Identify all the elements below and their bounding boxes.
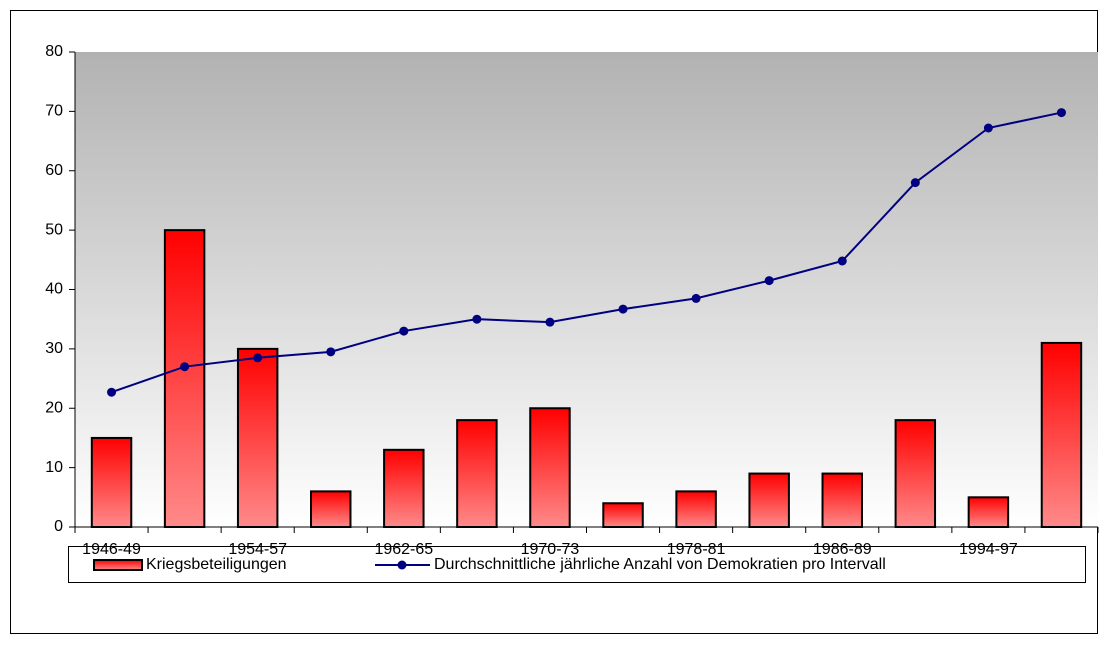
bar [967, 496, 1010, 528]
line-marker [983, 123, 993, 133]
y-tick-label: 60 [45, 162, 63, 179]
bar [383, 448, 425, 528]
line-marker [326, 347, 336, 357]
line-marker [764, 276, 774, 286]
bar [456, 419, 498, 528]
bar [90, 436, 133, 528]
bar [1040, 341, 1083, 528]
bar [236, 347, 279, 528]
x-tick-label: 1954-57 [228, 541, 287, 558]
x-tick-label: 1970-73 [521, 541, 580, 558]
bar [529, 407, 571, 528]
y-tick-label: 80 [45, 43, 63, 60]
bar [602, 502, 644, 528]
line-marker [472, 314, 482, 324]
x-tick-label: 1946-49 [82, 541, 141, 558]
line-marker [837, 256, 847, 266]
y-tick-label: 40 [45, 281, 63, 298]
legend-marker [397, 560, 407, 570]
line-marker [253, 353, 263, 363]
line [111, 111, 1062, 394]
legend-label: Kriegsbeteiligungen [146, 556, 287, 573]
line-marker [618, 304, 628, 314]
line-marker [107, 387, 117, 397]
y-tick-label: 30 [45, 340, 63, 357]
x-tick-label: 1994-97 [959, 541, 1018, 558]
line-marker [545, 317, 555, 327]
x-tick-label: 1986-89 [813, 541, 872, 558]
y-tick-label: 10 [45, 459, 63, 476]
line-marker [1056, 108, 1066, 118]
bar [163, 229, 206, 528]
legend-swatch [93, 559, 143, 571]
y-tick-label: 50 [45, 221, 63, 238]
line-marker [180, 362, 190, 372]
line-marker [399, 326, 409, 336]
x-tick-label: 1978-81 [667, 541, 726, 558]
legend [68, 546, 1086, 583]
plot-area [75, 52, 1098, 527]
bar [894, 419, 937, 528]
y-tick-label: 20 [45, 399, 63, 416]
x-tick-label: 1962-65 [374, 541, 433, 558]
line-marker [910, 178, 920, 188]
bar [748, 472, 790, 528]
legend-label: Durchschnittliche jährliche Anzahl von D… [434, 556, 886, 573]
bar [310, 490, 352, 528]
y-tick-label: 70 [45, 103, 63, 120]
y-tick-label: 0 [54, 518, 63, 535]
bar [821, 472, 863, 528]
bar [675, 490, 717, 528]
line-marker [691, 293, 701, 303]
